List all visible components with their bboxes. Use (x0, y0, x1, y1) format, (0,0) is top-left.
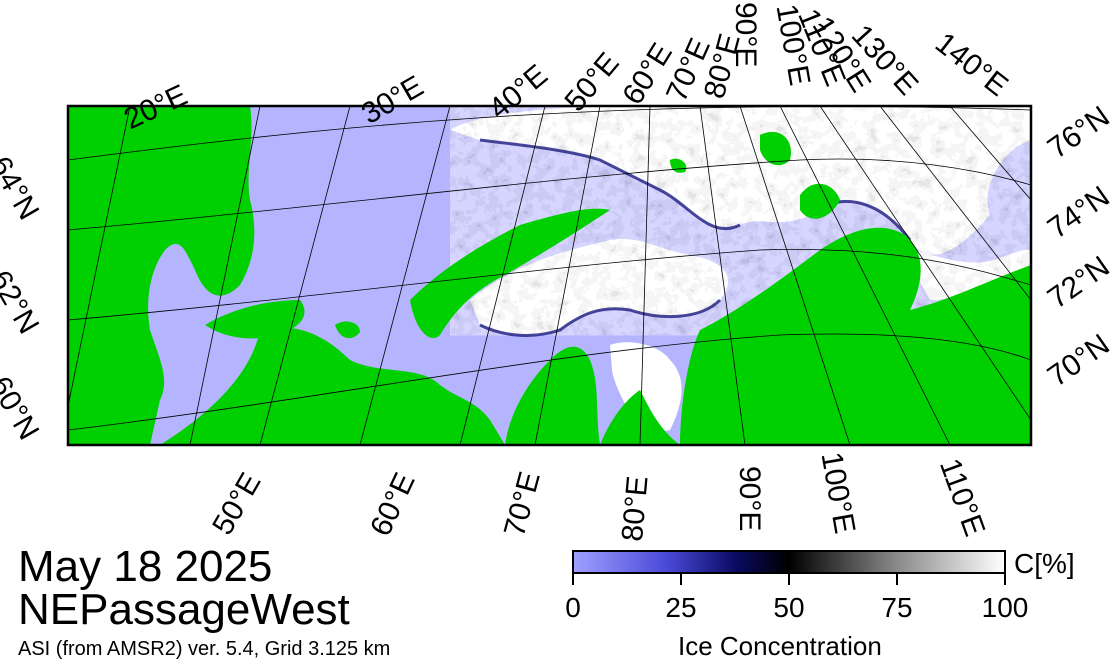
colorbar-tick-label: 0 (565, 592, 581, 623)
top-lon-label: 90°E (729, 2, 762, 68)
land-kola (205, 300, 305, 339)
colorbar-tick-label: 100 (981, 592, 1029, 623)
colorbar-ticks (572, 573, 1006, 585)
land-siberia (505, 346, 600, 445)
colorbar-tick-label: 50 (773, 592, 805, 623)
colorbar-tick-label: 25 (665, 592, 697, 623)
sea-ice-gulf (610, 342, 682, 435)
land-island-1 (760, 131, 791, 166)
land-island-2 (335, 321, 360, 339)
bottom-lon-label: 80°E (616, 474, 655, 543)
map-content (68, 106, 1031, 445)
colorbar-title: Ice Concentration (678, 631, 882, 661)
land-gydan (600, 390, 680, 445)
ice-texture (450, 106, 1031, 336)
land-novaya-zemlya (410, 208, 610, 339)
colorbar-unit: C[%] (1014, 548, 1075, 579)
map-date: May 18 2025 (18, 542, 273, 591)
colorbar-tick-label: 75 (881, 592, 913, 623)
land-severnaya-zemlya (800, 183, 840, 219)
land-scandinavia (68, 106, 255, 445)
land-russia-west (160, 327, 505, 445)
land-taymyr (680, 227, 1031, 445)
map-frame (66, 104, 1033, 447)
sea-ice-east (900, 245, 1031, 300)
bottom-lon-label: 90°E (733, 466, 766, 532)
map-subtitle: ASI (from AMSR2) ver. 5.4, Grid 3.125 km (18, 638, 391, 660)
colorbar (572, 550, 1006, 574)
map-region: NEPassageWest (18, 585, 350, 634)
